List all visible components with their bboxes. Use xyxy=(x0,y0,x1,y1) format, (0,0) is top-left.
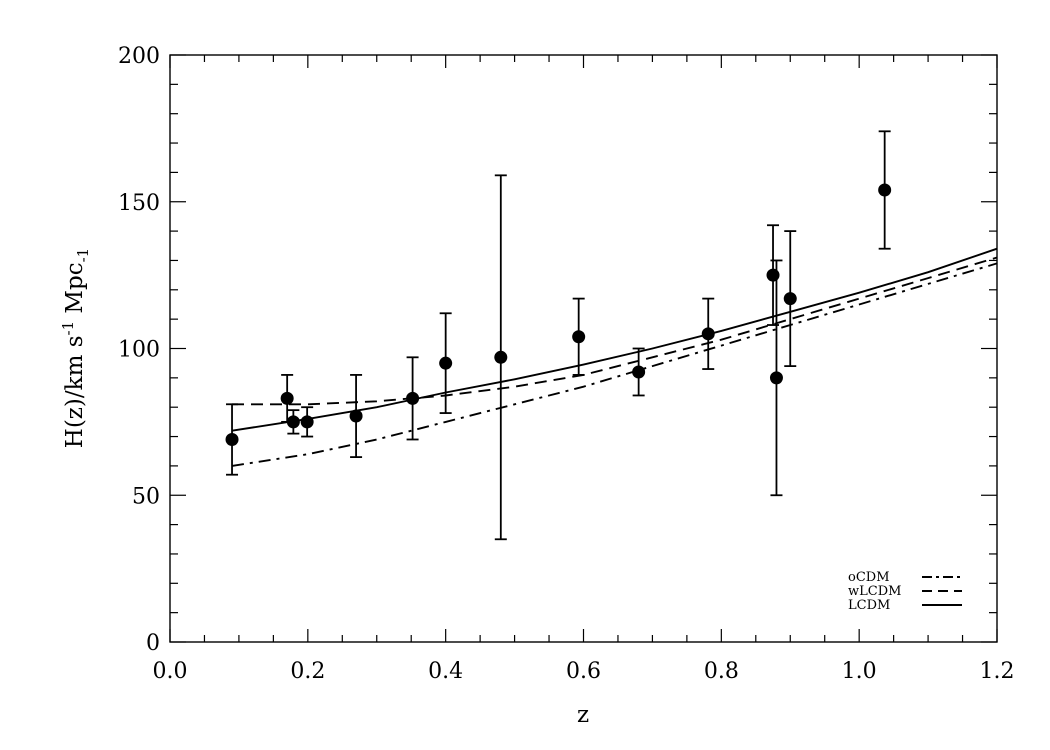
data-point xyxy=(783,292,797,306)
axis-ticks xyxy=(169,54,998,643)
error-bars xyxy=(226,130,891,541)
y-tick-label: 100 xyxy=(118,338,160,363)
y-axis-label-mid: Mpc xyxy=(62,262,88,320)
x-tick-label: 0.8 xyxy=(704,659,739,684)
data-point xyxy=(701,327,715,341)
x-tick-label: 1.2 xyxy=(980,659,1015,684)
x-tick-labels: 0.0 0.2 0.4 0.6 0.8 1.0 1.2 xyxy=(153,659,1015,684)
y-axis-label: H(z)/km s-1 Mpc-1 xyxy=(59,248,92,448)
data-point xyxy=(769,371,783,385)
x-tick-label: 0.2 xyxy=(290,659,325,684)
x-axis-label: z xyxy=(577,702,589,728)
data-point xyxy=(349,409,363,423)
legend-label-lcdm: LCDM xyxy=(848,598,890,613)
y-tick-label: 150 xyxy=(118,191,160,216)
x-tick-label: 1.0 xyxy=(842,659,877,684)
data-point xyxy=(286,415,300,429)
data-point xyxy=(280,391,294,405)
data-point xyxy=(572,330,586,344)
y-tick-label: 0 xyxy=(146,631,160,656)
curve-ocdm xyxy=(231,262,998,467)
data-point xyxy=(632,365,646,379)
data-point xyxy=(406,391,420,405)
data-points xyxy=(225,183,892,446)
legend-label-wlcdm: wLCDM xyxy=(848,584,901,599)
data-point xyxy=(494,350,508,364)
y-axis-label-sup: -1 xyxy=(59,321,77,336)
y-axis-label-sub: -1 xyxy=(74,248,92,263)
data-point xyxy=(878,183,892,197)
plot-frame xyxy=(169,54,998,643)
y-tick-label: 200 xyxy=(118,44,160,69)
data-point xyxy=(225,432,239,446)
y-tick-label: 50 xyxy=(132,484,160,509)
y-tick-labels: 0 50 100 150 200 xyxy=(118,44,160,656)
y-axis-label-main: H(z)/km s xyxy=(62,335,88,448)
x-tick-label: 0.0 xyxy=(153,659,188,684)
model-curves xyxy=(231,247,998,467)
x-tick-label: 0.4 xyxy=(428,659,463,684)
x-tick-label: 0.6 xyxy=(566,659,601,684)
data-point xyxy=(300,415,314,429)
curve-wlcdm xyxy=(232,256,998,406)
legend-label-ocdm: oCDM xyxy=(848,570,890,585)
curve-lcdm xyxy=(231,247,998,432)
data-point xyxy=(439,356,453,370)
data-point xyxy=(766,268,780,282)
